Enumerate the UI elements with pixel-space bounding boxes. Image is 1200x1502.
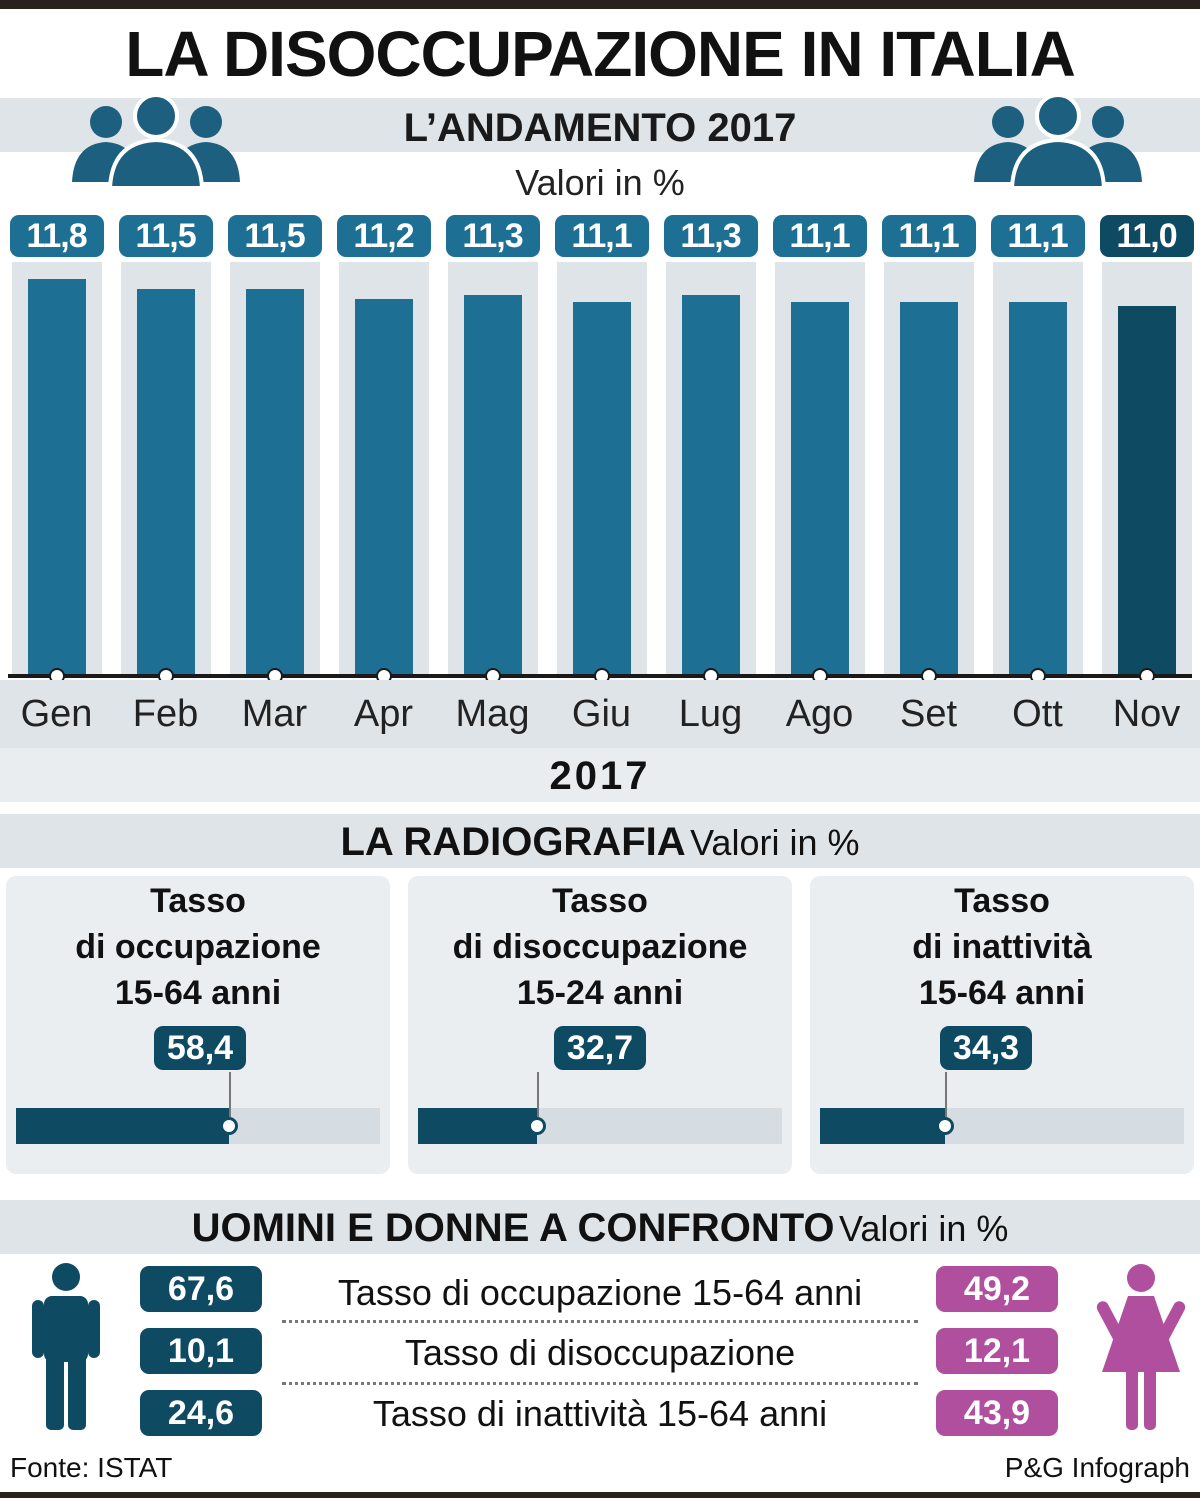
value-label-set: 11,1 — [881, 215, 976, 257]
bottom-border — [0, 1492, 1200, 1498]
panel-occupazione: Tasso di occupazione 15-64 anni 58,4 — [6, 876, 390, 1174]
progress-knob — [528, 1117, 547, 1135]
panel-title: Tasso di inattività 15-64 anni — [810, 878, 1194, 1016]
progress-track — [16, 1108, 380, 1144]
value-label-mar: 11,5 — [227, 215, 322, 257]
progress-knob — [219, 1117, 238, 1135]
man-icon — [32, 1263, 100, 1430]
value-badge: 32,7 — [554, 1026, 646, 1070]
month-label-ago: Ago — [785, 693, 854, 735]
value-badge: 58,4 — [154, 1026, 246, 1070]
year-band — [0, 748, 1200, 802]
confronto-row-label: Tasso di occupazione 15-64 anni — [337, 1272, 863, 1313]
value-badge: 34,3 — [940, 1026, 1032, 1070]
month-label-apr: Apr — [353, 693, 414, 735]
x-axis-year-label: 2017 — [549, 754, 651, 798]
progress-fill — [820, 1108, 945, 1144]
month-label-set: Set — [899, 693, 958, 735]
confronto-row-label: Tasso di inattività 15-64 anni — [372, 1393, 828, 1434]
row-divider — [282, 1320, 918, 1323]
bar-mar — [245, 288, 304, 674]
panel-title-line2: di occupazione — [75, 928, 321, 966]
value-label-gen: 11,8 — [9, 215, 104, 257]
andamento-title: L’ANDAMENTO 2017 — [403, 106, 797, 150]
panel-title-line3: 15-64 anni — [918, 974, 1086, 1012]
panel-title-line1: Tasso — [150, 882, 246, 920]
bar-lug — [681, 295, 740, 674]
month-label-mag: Mag — [455, 693, 530, 735]
month-label-feb: Feb — [132, 693, 199, 735]
value-label-feb: 11,5 — [118, 215, 213, 257]
month-label-band — [0, 680, 1200, 748]
women-value-occupazione: 49,2 — [936, 1266, 1058, 1312]
panel-title-line1: Tasso — [552, 882, 648, 920]
month-label-gen: Gen — [20, 693, 93, 735]
progress-fill — [418, 1108, 538, 1144]
value-label-nov: 11,0 — [1099, 215, 1194, 257]
value-label-mag: 11,3 — [445, 215, 540, 257]
andamento-unit: Valori in % — [515, 162, 685, 203]
value-label-lug: 11,3 — [663, 215, 758, 257]
panel-title-line3: 15-64 anni — [114, 974, 282, 1012]
woman-icon — [1096, 1264, 1186, 1430]
badge-connector — [537, 1072, 547, 1117]
radiografia-title: LA RADIOGRAFIA — [340, 820, 686, 864]
bar-gen — [27, 278, 86, 674]
confronto-header-band — [0, 1200, 1200, 1254]
month-label-lug: Lug — [678, 693, 743, 735]
month-label-nov: Nov — [1112, 693, 1181, 735]
month-label-mar: Mar — [241, 693, 308, 735]
page-title: LA DISOCCUPAZIONE IN ITALIA — [125, 18, 1076, 90]
women-value-disoccupazione: 12,1 — [936, 1328, 1058, 1374]
panel-title-line3: 15-24 anni — [516, 974, 684, 1012]
value-label-giu: 11,1 — [554, 215, 649, 257]
value-label-ott: 11,1 — [990, 215, 1085, 257]
panel-disoccupazione: Tasso di disoccupazione 15-24 anni 32,7 — [408, 876, 792, 1174]
progress-track — [418, 1108, 782, 1144]
month-label-giu: Giu — [571, 693, 632, 735]
badge-connector — [228, 1072, 239, 1117]
progress-track — [820, 1108, 1184, 1144]
top-border — [0, 0, 1200, 9]
bar-ago — [790, 302, 849, 674]
confronto-header: UOMINI E DONNE A CONFRONTO Valori in % — [0, 1201, 1200, 1264]
panel-title-line2: di inattività — [912, 928, 1092, 966]
men-value-disoccupazione: 10,1 — [140, 1328, 262, 1374]
panel-title-line1: Tasso — [954, 882, 1050, 920]
bar-nov — [1117, 305, 1176, 674]
men-value-occupazione: 67,6 — [140, 1266, 262, 1312]
value-label-ago: 11,1 — [772, 215, 867, 257]
progress-knob — [935, 1117, 954, 1135]
panel-title-line2: di disoccupazione — [452, 928, 748, 966]
men-value-inattivita: 24,6 — [140, 1390, 262, 1436]
source-note: Fonte: ISTAT — [10, 1452, 173, 1483]
bar-ott — [1008, 302, 1067, 674]
row-divider — [282, 1382, 918, 1385]
panel-title: Tasso di occupazione 15-64 anni — [6, 878, 390, 1016]
panel-inattivita: Tasso di inattività 15-64 anni 34,3 — [810, 876, 1194, 1174]
bar-set — [899, 302, 958, 674]
confronto-unit: Valori in % — [839, 1208, 1009, 1249]
credit-note: P&G Infograph — [1004, 1452, 1190, 1483]
confronto-title: UOMINI E DONNE A CONFRONTO — [191, 1206, 835, 1250]
value-label-apr: 11,2 — [336, 215, 431, 257]
women-value-inattivita: 43,9 — [936, 1390, 1058, 1436]
badge-connector — [944, 1072, 955, 1117]
bar-giu — [572, 302, 631, 674]
people-group-icon-left — [72, 93, 240, 190]
bar-feb — [136, 288, 195, 674]
panel-title: Tasso di disoccupazione 15-24 anni — [408, 878, 792, 1016]
radiografia-header: LA RADIOGRAFIA Valori in % — [0, 815, 1200, 878]
confronto-row-label: Tasso di disoccupazione — [404, 1332, 796, 1373]
radiografia-header-band — [0, 814, 1200, 868]
radiografia-unit: Valori in % — [690, 822, 860, 863]
people-group-icon-right — [974, 93, 1142, 190]
month-label-ott: Ott — [1012, 693, 1063, 735]
progress-fill — [16, 1108, 229, 1144]
bar-apr — [354, 298, 413, 674]
bar-mag — [463, 295, 522, 674]
